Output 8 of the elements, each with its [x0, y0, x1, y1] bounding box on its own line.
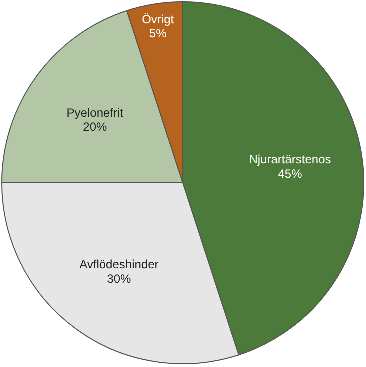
data-label: 30%	[107, 272, 132, 286]
data-label: 5%	[149, 26, 168, 41]
slice-label: Övrigt	[142, 12, 175, 26]
slice-label: Pyelonefrit	[66, 106, 124, 120]
slice-label: Avflödeshinder	[80, 257, 159, 272]
data-label: 20%	[83, 120, 108, 134]
data-label: 45%	[278, 167, 303, 182]
slice-label: Njurartärstenos	[249, 152, 332, 167]
